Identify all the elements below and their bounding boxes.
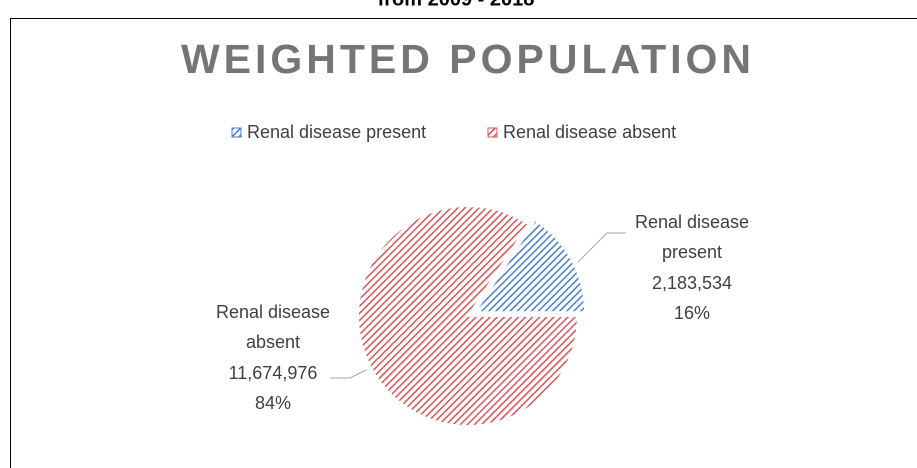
- data-label-value: 11,674,976: [229, 363, 318, 383]
- legend-label: Renal disease absent: [503, 122, 676, 142]
- pie: [357, 205, 587, 427]
- data-label-value: 2,183,534: [652, 273, 732, 293]
- chart-title: WEIGHTED POPULATION: [181, 36, 755, 82]
- leader-line: [577, 232, 626, 263]
- data-label-percent: 16%: [674, 303, 710, 323]
- pie-slice: [473, 218, 587, 314]
- leader-line: [330, 369, 367, 379]
- data-label-name: Renal disease absent: [216, 302, 330, 352]
- chart-border: [10, 18, 917, 468]
- legend: Renal disease present Renal disease absen…: [231, 122, 676, 142]
- legend-label: Renal disease present: [247, 122, 426, 142]
- pie-slice: [357, 205, 580, 427]
- legend-swatch: [487, 127, 498, 138]
- data-label-name: Renal disease present: [635, 212, 749, 262]
- header: from 2009 - 2018: [378, 0, 535, 10]
- data-labels: Renal disease present Renal disease absent 2…: [216, 212, 749, 413]
- legend-swatch: [231, 127, 242, 138]
- data-label-percent: 84%: [255, 393, 291, 413]
